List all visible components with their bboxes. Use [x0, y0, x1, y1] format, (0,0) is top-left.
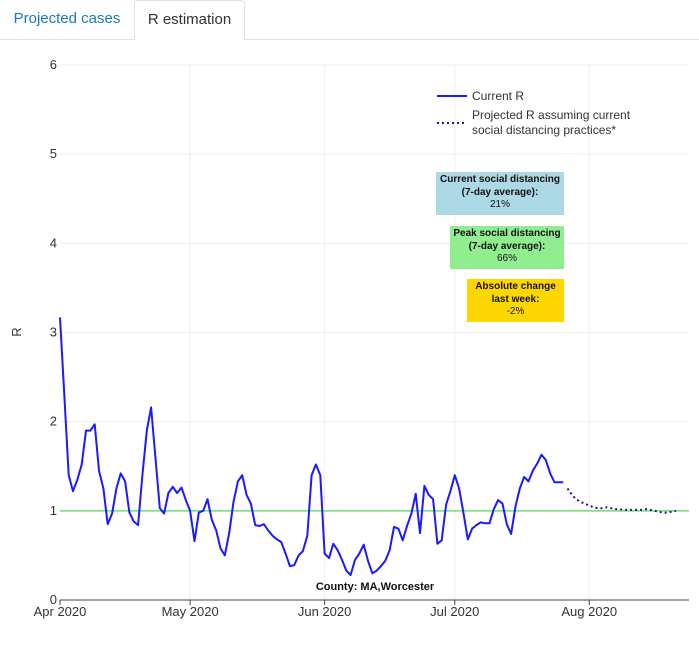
annotation-current-distancing: Current social distancing (7-day average…	[436, 172, 564, 215]
tab-projected-cases[interactable]: Projected cases	[13, 10, 121, 27]
legend: Current R Projected R assuming current s…	[437, 89, 633, 137]
annotation-peak-value: 66%	[496, 253, 517, 264]
y-tick-label: 6	[50, 57, 57, 72]
annotation-absolute-change: Absolute change last week: -2%	[467, 279, 564, 322]
x-tick-label: May 2020	[162, 604, 219, 619]
annotation-peak-distancing: Peak social distancing (7-day average): …	[450, 226, 564, 269]
legend-projected-label-line1: Projected R assuming current	[472, 108, 631, 122]
axes: 0 1 2 3 4 5 6 Apr 2020 May 2020 Jun 2020 Jul 2020 A…	[34, 57, 689, 619]
x-tick-label: Apr 2020	[34, 604, 87, 619]
y-axis-label: R	[9, 327, 24, 336]
annotation-change-title: Absolute change last week:	[475, 281, 556, 305]
series-layer	[59, 317, 677, 576]
r-estimation-chart: 0 1 2 3 4 5 6 Apr 2020 May 2020 Jun 2020 Jul 2020 A…	[0, 40, 699, 659]
series-projected-r-line	[566, 487, 677, 514]
annotation-peak-title: Peak social distancing (7-day average):	[453, 228, 561, 252]
annotation-change-value: -2%	[506, 306, 525, 317]
county-label: County: MA,Worcester	[316, 581, 435, 593]
legend-current-r-label: Current R	[472, 89, 524, 103]
x-tick-label: Aug 2020	[561, 604, 617, 619]
tab-bar: Projected cases R estimation	[0, 0, 699, 41]
legend-projected-label: Projected R assuming current social dist…	[472, 108, 633, 137]
legend-projected-label-line2: social distancing practices*	[472, 123, 616, 137]
y-tick-label: 4	[50, 235, 57, 250]
x-tick-label: Jun 2020	[298, 604, 352, 619]
y-tick-label: 5	[50, 146, 57, 161]
y-tick-label: 3	[50, 325, 57, 340]
annotation-current-title: Current social distancing (7-day average…	[439, 174, 561, 198]
y-tick-label: 1	[50, 503, 57, 518]
y-tick-label: 2	[50, 414, 57, 429]
series-current-r-line	[59, 317, 564, 576]
y-tick-label: 0	[50, 592, 57, 607]
x-tick-label: Jul 2020	[430, 604, 479, 619]
grid	[60, 64, 689, 600]
chart-svg: 0 1 2 3 4 5 6 Apr 2020 May 2020 Jun 2020 Jul 2020 A…	[9, 57, 689, 619]
annotation-current-value: 21%	[489, 199, 510, 210]
tab-r-estimation[interactable]: R estimation	[134, 0, 245, 41]
